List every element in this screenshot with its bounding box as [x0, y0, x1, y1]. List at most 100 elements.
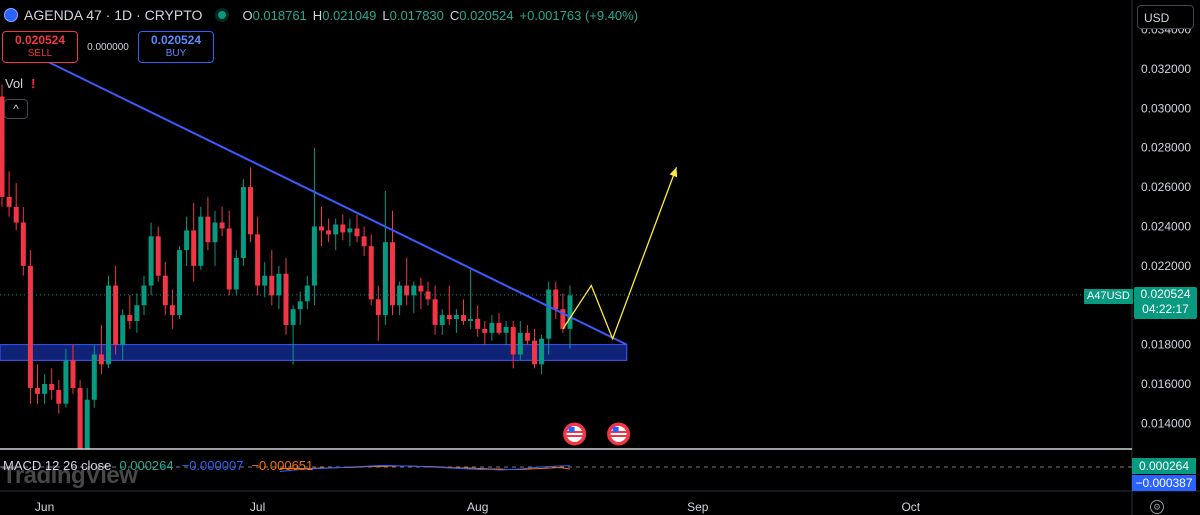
- candle-body: [184, 230, 190, 251]
- open-label: O: [242, 7, 253, 23]
- price-axis[interactable]: 0.0340000.0320000.0300000.0280000.026000…: [1141, 23, 1191, 431]
- collapse-legend-button[interactable]: ^: [4, 99, 28, 119]
- symbol-title[interactable]: AGENDA 47 · 1D · CRYPTO: [24, 7, 203, 23]
- flag-canton: [568, 427, 575, 432]
- change-value: +0.001763 (+9.40%): [519, 7, 639, 23]
- flag-canton: [612, 427, 619, 432]
- candle-body: [461, 315, 466, 321]
- candle-body: [553, 289, 559, 310]
- last-symbol-tag: A47USD: [1084, 289, 1133, 304]
- tradingview-watermark: TradingView: [2, 462, 138, 489]
- currency-value: USD: [1144, 11, 1170, 25]
- candle-body: [269, 275, 275, 296]
- macd-label: MACD 12 26 close: [3, 458, 112, 473]
- candle-body: [340, 224, 346, 233]
- buy-price: 0.020524: [150, 33, 202, 47]
- candle-body: [276, 273, 282, 296]
- spread-value: 0.000000: [87, 41, 129, 53]
- time-tick-label: Oct: [901, 500, 920, 514]
- candle-body: [539, 338, 545, 365]
- flag-stripe: [610, 435, 627, 437]
- candle-body: [326, 230, 332, 235]
- candle-body: [35, 387, 40, 394]
- candle-body: [368, 246, 374, 300]
- candle-body: [524, 332, 530, 341]
- time-tick-label: Jun: [35, 500, 54, 514]
- projection-path[interactable]: [562, 167, 678, 341]
- candle-body: [446, 315, 452, 320]
- price-tick-label: 0.026000: [1141, 180, 1191, 194]
- support-zone[interactable]: [0, 344, 628, 361]
- candle-body: [63, 360, 69, 404]
- currency-selector[interactable]: USD: [1137, 5, 1194, 29]
- macd-legend[interactable]: MACD 12 26 close 0.000264 −0.000007 −0.0…: [3, 458, 313, 473]
- candle-body: [106, 285, 111, 365]
- buy-button[interactable]: 0.020524 BUY: [138, 31, 214, 63]
- signal-tag: −0.000387: [1132, 475, 1196, 491]
- candle-body: [468, 319, 474, 321]
- open-value: 0.018761: [252, 7, 307, 23]
- volume-legend[interactable]: Vol !: [5, 76, 35, 91]
- chevron-up-icon: ^: [13, 102, 19, 116]
- candle-body: [361, 236, 367, 247]
- flag-stripe: [566, 435, 583, 437]
- candle-body: [304, 285, 310, 302]
- candle-body: [155, 236, 161, 276]
- candle-body: [77, 387, 83, 449]
- ohlc-readout: O0.018761 H0.021049 L0.017830 C0.020524 …: [242, 8, 638, 23]
- close-label: C: [449, 7, 460, 23]
- candle-body: [567, 295, 573, 329]
- candle-body: [453, 315, 459, 320]
- last-price-value: 0.020524: [1140, 287, 1191, 301]
- candle-body: [319, 226, 324, 231]
- candle-body: [127, 315, 133, 321]
- candle-body: [290, 309, 296, 325]
- time-axis[interactable]: Jun Jul Aug Sep Oct: [35, 500, 921, 514]
- settings-gear-icon[interactable]: ⚙: [1150, 500, 1164, 514]
- macd-value: 0.000264: [119, 458, 174, 473]
- candle-body: [255, 234, 261, 286]
- signal-value: −0.000007: [181, 458, 244, 473]
- buy-label: BUY: [165, 48, 187, 59]
- candle-body: [226, 228, 232, 290]
- projection-arrowhead: [669, 167, 678, 178]
- candle-body: [84, 399, 90, 449]
- candle-body: [503, 326, 509, 333]
- candle-body: [333, 224, 339, 235]
- candle-body: [546, 289, 552, 339]
- time-tick-label: Jul: [250, 500, 265, 514]
- candle-body: [411, 285, 417, 296]
- candle-body: [162, 275, 168, 306]
- descending-trendline[interactable]: [1, 38, 628, 346]
- candle-body: [347, 228, 353, 233]
- candle-body: [517, 332, 523, 355]
- candle-body: [375, 299, 381, 316]
- bar-countdown: 04:22:17: [1142, 302, 1189, 316]
- economic-events[interactable]: [563, 422, 631, 446]
- sell-price: 0.020524: [14, 33, 66, 47]
- price-tick-label: 0.014000: [1141, 416, 1191, 430]
- sell-label: SELL: [27, 48, 53, 59]
- candle-body: [134, 305, 140, 321]
- candle-body: [191, 230, 197, 266]
- trade-panel: 0.020524 SELL 0.000000 0.020524 BUY: [2, 31, 214, 63]
- last-price-tag: 0.020524 04:22:17: [1134, 287, 1197, 319]
- candle-body: [382, 242, 388, 316]
- macd-tag: 0.000264: [1132, 458, 1196, 474]
- candle-body: [404, 285, 410, 296]
- candle-body: [240, 187, 246, 258]
- warning-icon[interactable]: !: [31, 76, 36, 91]
- symbol-header: AGENDA 47 · 1D · CRYPTO O0.018761 H0.021…: [4, 4, 638, 26]
- sell-button[interactable]: 0.020524 SELL: [2, 31, 78, 63]
- candle-body: [98, 354, 104, 365]
- price-tick-label: 0.030000: [1141, 101, 1191, 115]
- candle-body: [113, 285, 119, 345]
- price-tick-label: 0.018000: [1141, 338, 1191, 352]
- price-tick-label: 0.032000: [1141, 62, 1191, 76]
- candle-body: [56, 389, 62, 404]
- high-value: 0.021049: [322, 7, 377, 23]
- candle-body: [198, 216, 204, 266]
- low-value: 0.017830: [389, 7, 444, 23]
- macd-pane: [0, 465, 1132, 472]
